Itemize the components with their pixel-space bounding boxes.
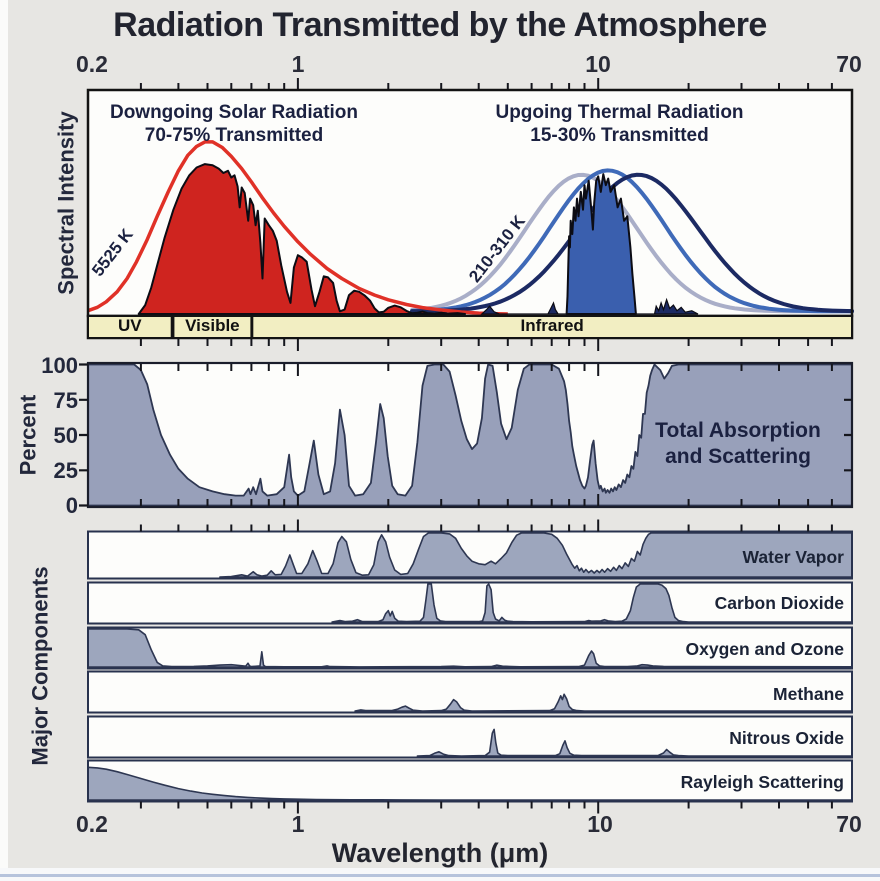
major-components-axis-label: Major Components [27, 566, 53, 766]
panel-bg-nitrous-oxide [88, 716, 852, 758]
component-label-rayleigh: Rayleigh Scattering [680, 772, 844, 792]
thermal-annotation-line1: Upgoing Thermal Radiation [495, 102, 744, 123]
top-axis-ticks [139, 78, 833, 90]
panel-border-water-vapor [87, 530, 853, 580]
total-absorption-area [87, 363, 853, 507]
thermal-curve-210K [410, 172, 854, 314]
panel-border-rayleigh-scattering [87, 759, 853, 803]
panel-border-methane [87, 670, 853, 714]
spectrum-band-infrared [251, 315, 853, 339]
percent-tick-50: 50 [53, 423, 78, 448]
solar-envelope-curve [87, 140, 508, 316]
band-label-infrared: Infrared [520, 316, 584, 335]
absorption-bottom-ticks [139, 494, 833, 506]
component-label-water-vapor: Water Vapor [742, 547, 844, 567]
scan-edge-left [0, 0, 8, 881]
top-axis-label-10: 10 [585, 51, 611, 77]
component-label-methane: Methane [773, 684, 844, 704]
component-label-carbon-dioxide: Carbon Dioxide [714, 593, 844, 613]
absorption-area-water-vapor [219, 532, 853, 578]
percent-tick-0: 0 [65, 493, 78, 518]
page-title: Radiation Transmitted by the Atmosphere [113, 6, 767, 44]
thermal-annotation-line2: 15-30% Transmitted [530, 125, 709, 146]
panel-border-nitrous-oxide [87, 715, 853, 759]
panel-bg-carbon-dioxide [88, 582, 852, 624]
thermal-curve-260K [410, 168, 854, 314]
total-absorption-annotation-line1: Total Absorption [655, 419, 821, 442]
band-label-uv: UV [118, 316, 142, 335]
absorption-area-oxygen-and-ozone [87, 628, 853, 668]
absorption-top-ticks [139, 364, 833, 376]
absorption-area-methane [354, 693, 853, 712]
wavelength-axis-title: Wavelength (μm) [331, 838, 549, 868]
top-axis-label-0.2: 0.2 [76, 51, 108, 77]
solar-annotation-line1: Downgoing Solar Radiation [109, 102, 359, 123]
panel-bg-methane [88, 671, 852, 713]
spectrum-band-uv [87, 315, 173, 339]
absorption-area-nitrous-oxide [416, 728, 853, 757]
absorption-area-rayleigh-scattering [87, 766, 853, 801]
total-absorption-annotation-line2: and Scattering [665, 445, 811, 468]
component-label-nitrous-oxide: Nitrous Oxide [729, 728, 844, 748]
percent-tick-75: 75 [53, 388, 78, 413]
top-axis-label-70: 70 [836, 51, 862, 77]
baseline-spikes-area [480, 297, 699, 315]
thermal-transmitted-area [565, 173, 637, 315]
components-top-ticks [139, 519, 833, 532]
percent-tick-100: 100 [41, 353, 78, 378]
spectral-intensity-axis-label: Spectral Intensity [53, 111, 79, 295]
top-axis-label-1: 1 [291, 51, 305, 77]
absorption-area-carbon-dioxide [331, 583, 853, 623]
band-label-visible: Visible [185, 316, 240, 335]
component-label-oxygen-ozone: Oxygen and Ozone [685, 639, 845, 659]
solar-annotation-line2: 70-75% Transmitted [144, 125, 324, 146]
components-bottom-ticks [139, 801, 833, 814]
bottom-axis-label-0.2: 0.2 [76, 811, 108, 837]
percent-tick-25: 25 [53, 458, 78, 483]
bottom-axis-label-1: 1 [291, 811, 305, 837]
bottom-axis-label-70: 70 [836, 811, 862, 837]
panel-border-oxygen-and-ozone [87, 626, 853, 670]
bottom-axis-label-10: 10 [587, 811, 613, 837]
solar-transmitted-area [137, 163, 466, 315]
spectral-bottom-ticks [139, 339, 833, 351]
scan-edge-blue-line [0, 874, 880, 877]
panel-bg-oxygen-and-ozone [88, 627, 852, 669]
percent-axis-ticks [79, 363, 852, 507]
panel-border-carbon-dioxide [87, 581, 853, 625]
